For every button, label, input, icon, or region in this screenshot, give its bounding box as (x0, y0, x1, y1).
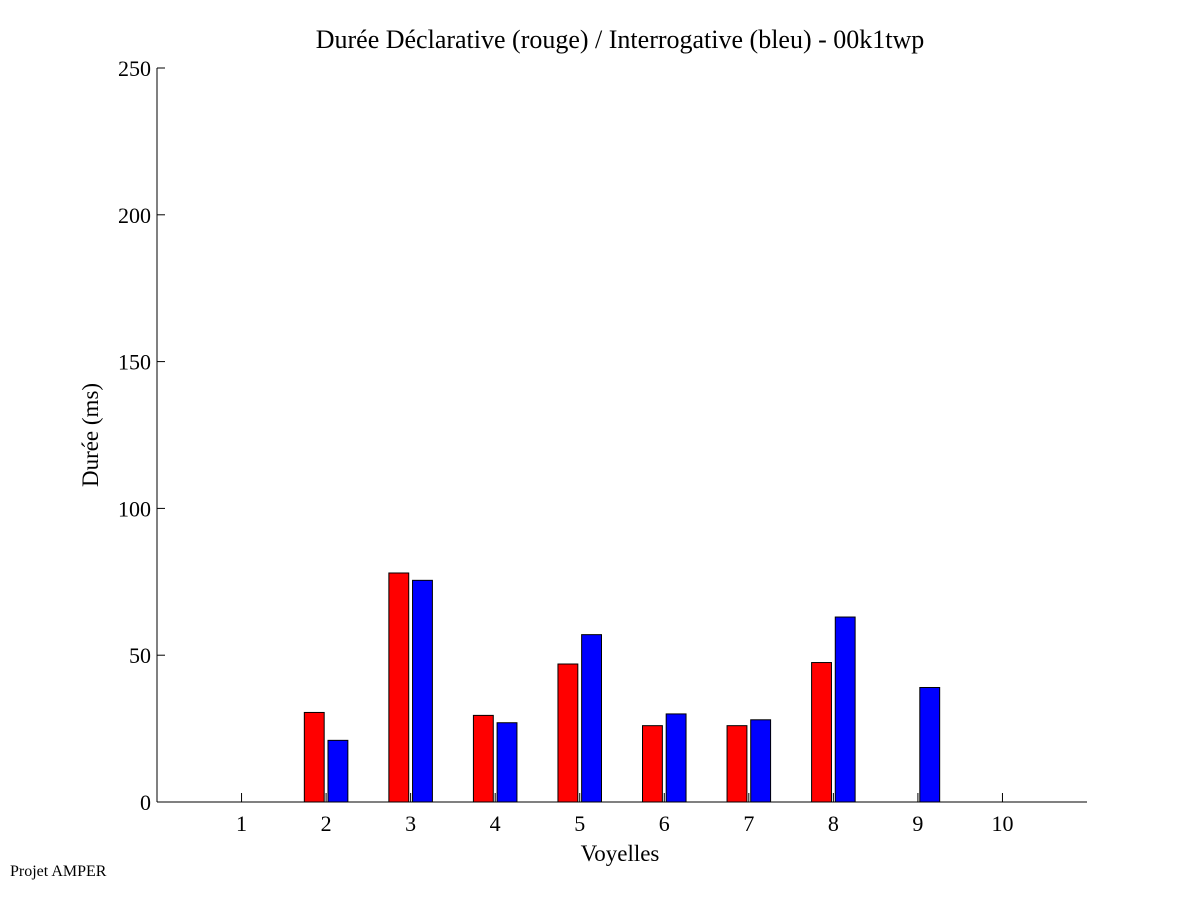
x-tick-label: 6 (659, 811, 670, 836)
bar-series-2-category-6 (665, 713, 687, 803)
footer-credit: Projet AMPER (10, 863, 107, 880)
bar-series-1-category-2 (303, 711, 325, 803)
x-axis-label: Voyelles (581, 841, 660, 866)
bar-series-2-category-3 (412, 579, 433, 803)
bar-series-1-category-7 (726, 725, 748, 803)
bar-series-1-category-6 (642, 725, 663, 803)
y-tick-label: 200 (118, 203, 151, 228)
bar-series-2-category-8 (834, 616, 856, 803)
bar-series-2-category-4 (496, 722, 518, 803)
bar-series-1-category-8 (811, 662, 832, 803)
x-tick-label: 10 (991, 811, 1013, 836)
y-tick-label: 150 (118, 350, 151, 375)
x-tick-label: 4 (490, 811, 501, 836)
bar-series-2-category-7 (750, 719, 772, 803)
plot-area: 0 50 100 150 200 250 1 2 3 4 5 6 7 8 9 10 (118, 56, 1087, 836)
x-tick-label: 1 (236, 811, 247, 836)
x-tick-label: 3 (405, 811, 416, 836)
bar-series-1-category-5 (557, 663, 579, 803)
bar-series-2-category-5 (581, 634, 602, 803)
y-axis-label: Durée (ms) (78, 383, 103, 487)
y-tick-label: 100 (118, 496, 151, 521)
bar-series-1-category-3 (388, 572, 410, 803)
x-tick-label: 9 (912, 811, 923, 836)
x-tick-label: 2 (321, 811, 332, 836)
chart-title: Durée Déclarative (rouge) / Interrogativ… (316, 25, 925, 54)
y-tick-label: 50 (129, 643, 151, 668)
y-tick-label: 0 (140, 790, 151, 815)
y-tick-label: 250 (118, 56, 151, 81)
x-tick-label: 8 (828, 811, 839, 836)
x-tick-label: 5 (574, 811, 585, 836)
x-tick-label: 7 (743, 811, 754, 836)
bar-series-2-category-9 (919, 686, 941, 803)
bar-series-2-category-2 (327, 739, 349, 803)
bar-series-1-category-4 (472, 714, 494, 803)
